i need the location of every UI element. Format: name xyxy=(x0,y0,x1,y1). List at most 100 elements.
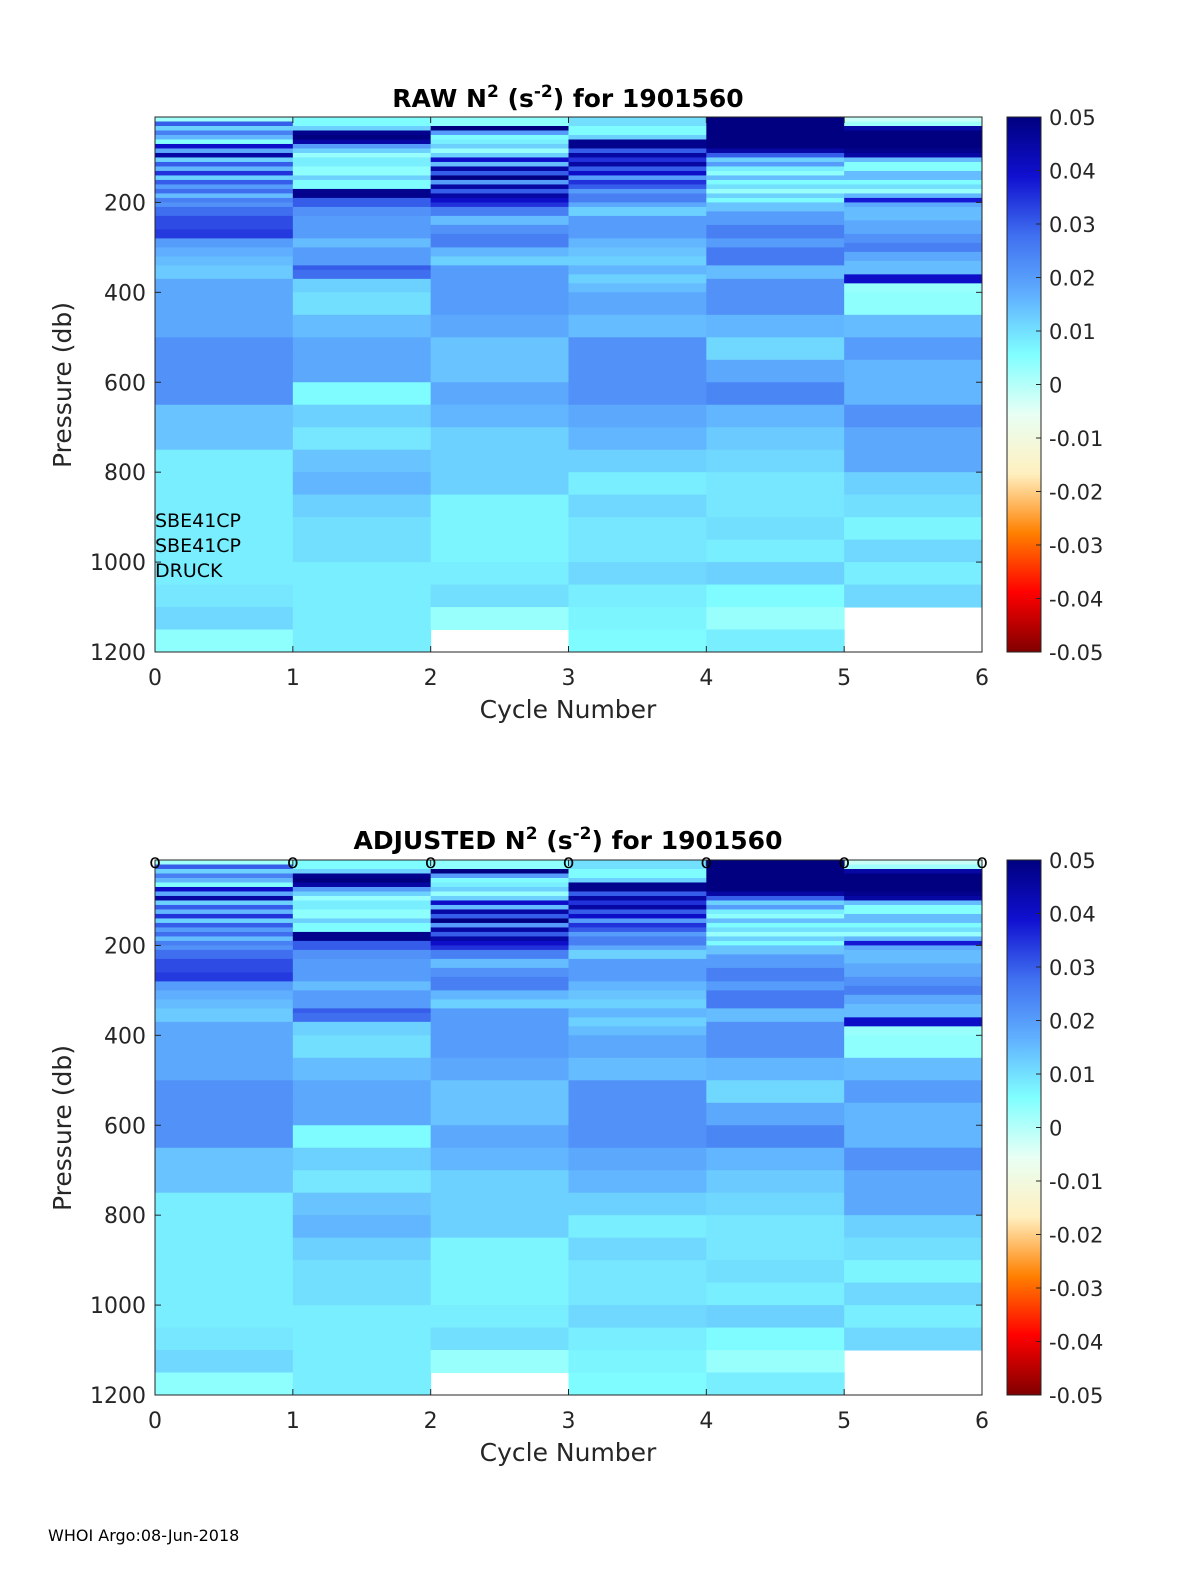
cycle-marker: o xyxy=(838,851,850,873)
heatmap-cell xyxy=(155,193,294,199)
heatmap-cell xyxy=(292,981,432,991)
heatmap-cell xyxy=(568,1008,707,1018)
y-tick-label: 200 xyxy=(104,191,146,216)
heatmap-cell xyxy=(430,206,569,217)
heatmap-cell xyxy=(155,382,294,406)
heatmap-cell xyxy=(706,895,845,901)
heatmap-cell xyxy=(430,359,569,383)
heatmap-cell xyxy=(430,517,569,563)
heatmap-cell xyxy=(568,157,707,163)
heatmap-cell xyxy=(430,472,569,496)
heatmap-cell xyxy=(292,1012,432,1023)
heatmap-cell xyxy=(155,472,294,496)
heatmap-cell xyxy=(155,202,294,208)
heatmap-cell xyxy=(292,922,432,933)
heatmap-cell xyxy=(706,139,845,149)
heatmap-cell xyxy=(844,860,983,865)
raw-n2-heatmap: RAW N2 (s-2) for 1901560 0 1 2 3 4 5 6 200 400 6… xyxy=(48,82,1103,724)
heatmap-cell xyxy=(706,292,845,316)
heatmap-cell xyxy=(844,292,983,316)
heatmap-cell xyxy=(568,981,707,991)
heatmap-cell xyxy=(568,936,707,946)
heatmap-cell xyxy=(155,256,294,266)
heatmap-cell xyxy=(155,517,294,563)
heatmap-cell xyxy=(844,517,983,541)
y-tick-label: 800 xyxy=(104,461,146,486)
heatmap-cell xyxy=(430,197,569,203)
heatmap-cell xyxy=(844,202,983,208)
colorbar-tick-label: 0.02 xyxy=(1049,1010,1096,1034)
heatmap-cell xyxy=(844,197,983,203)
heatmap-cell xyxy=(844,945,983,951)
heatmap-cell xyxy=(844,1003,983,1018)
heatmap-cell xyxy=(155,868,294,874)
x-tick-label: 5 xyxy=(837,1409,851,1434)
heatmap-cell xyxy=(844,233,983,244)
heatmap-cell xyxy=(430,909,569,915)
heatmap-cell xyxy=(430,1327,569,1351)
heatmap-cell xyxy=(430,607,569,631)
heatmap-cell xyxy=(844,179,983,185)
heatmap-cell xyxy=(430,999,569,1009)
heatmap-cell xyxy=(844,949,983,964)
heatmap-cell xyxy=(844,1327,983,1351)
heatmap-cell xyxy=(155,1305,294,1329)
heatmap-cell xyxy=(568,1192,707,1216)
heatmap-cell xyxy=(430,427,569,451)
heatmap-cell xyxy=(430,224,569,235)
heatmap-cell xyxy=(430,274,569,293)
y-tick-label: 1000 xyxy=(90,551,146,576)
x-tick-label: 6 xyxy=(975,666,989,691)
heatmap-cell xyxy=(706,211,845,226)
heatmap-cell xyxy=(706,1305,845,1329)
heatmap-cell xyxy=(844,1026,983,1036)
heatmap-cell xyxy=(292,1057,432,1081)
heatmap-cell xyxy=(292,1237,432,1261)
colorbar-tick-label: -0.02 xyxy=(1049,481,1103,505)
heatmap-cell xyxy=(155,936,294,942)
heatmap-cell xyxy=(155,990,294,1000)
heatmap-cell xyxy=(155,895,294,901)
heatmap-cell xyxy=(430,337,569,361)
heatmap-cell xyxy=(155,1035,294,1059)
heatmap-cell xyxy=(706,1147,845,1171)
heatmap-cell xyxy=(292,1170,432,1194)
colorbar-tick-label: 0.01 xyxy=(1049,320,1096,344)
colorbar-tick-label: -0.01 xyxy=(1049,427,1103,451)
heatmap-cell xyxy=(155,945,294,951)
heatmap-cell xyxy=(844,427,983,451)
heatmap-cell xyxy=(292,607,432,653)
heatmap-cell xyxy=(292,359,432,383)
heatmap-cell xyxy=(706,247,845,266)
heatmap-cell xyxy=(155,1237,294,1261)
heatmap-cell xyxy=(844,472,983,496)
heatmap-cell xyxy=(706,166,845,172)
heatmap-cell xyxy=(292,179,432,190)
heatmap-cell xyxy=(292,877,432,883)
heatmap-cell xyxy=(292,229,432,239)
heatmap-cell xyxy=(706,931,845,937)
heatmap-cell xyxy=(292,1192,432,1216)
heatmap-cell xyxy=(430,562,569,586)
heatmap-cell xyxy=(430,494,569,518)
heatmap-cell xyxy=(292,449,432,473)
heatmap-cell xyxy=(568,117,707,127)
sensor-annotation-2: SBE41CP xyxy=(155,535,241,557)
heatmap-cell xyxy=(568,1035,707,1059)
heatmap-cell xyxy=(430,184,569,190)
colorbar-tick-label: 0.04 xyxy=(1049,903,1096,927)
colorbar-scale xyxy=(1006,116,1042,653)
heatmap-cell xyxy=(568,629,707,653)
heatmap-cell xyxy=(155,1327,294,1351)
y-tick-label: 200 xyxy=(104,934,146,959)
heatmap-cell xyxy=(430,1350,569,1374)
heatmap-cell xyxy=(292,197,432,208)
heatmap-cell xyxy=(155,359,294,383)
heatmap-cell xyxy=(292,278,432,293)
heatmap-cell xyxy=(430,256,569,266)
heatmap-cell xyxy=(292,134,432,140)
heatmap-cell xyxy=(568,193,707,203)
heatmap-cell xyxy=(706,170,845,176)
heatmap-cell xyxy=(155,958,294,973)
heatmap-cell xyxy=(568,238,707,248)
